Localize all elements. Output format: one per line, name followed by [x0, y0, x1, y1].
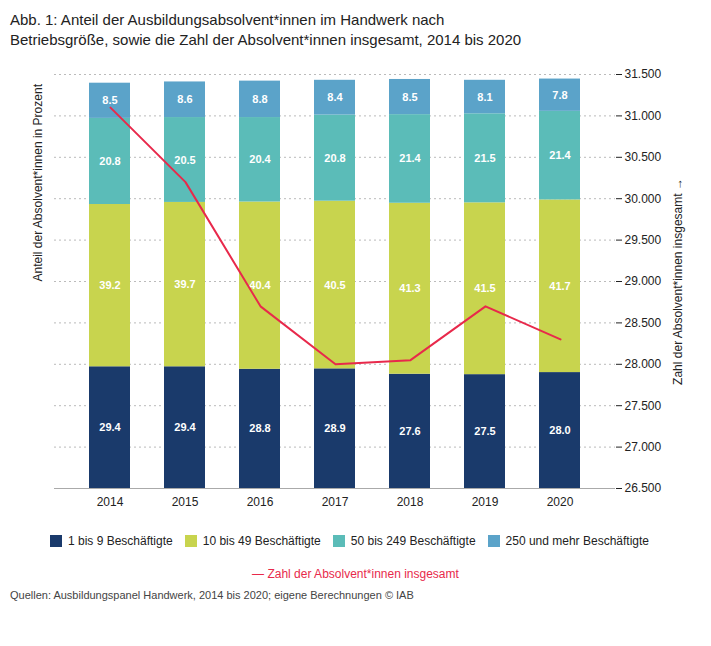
svg-text:39.2: 39.2: [99, 279, 120, 291]
svg-text:2015: 2015: [172, 495, 199, 509]
html-text:50 bis 249 Beschäftigte: 50 bis 249 Beschäftigte: [350, 533, 476, 548]
svg-text:2020: 2020: [547, 495, 574, 509]
svg-text:Zahl der Absolvent*innen insge: Zahl der Absolvent*innen insgesamt →: [671, 178, 685, 385]
svg-text:29.000: 29.000: [625, 274, 662, 288]
svg-text:26.500: 26.500: [625, 481, 662, 495]
svg-text:40.4: 40.4: [249, 279, 271, 291]
svg-text:29.4: 29.4: [99, 421, 121, 433]
svg-text:41.5: 41.5: [474, 282, 495, 294]
svg-text:27.500: 27.500: [625, 399, 662, 413]
svg-text:Anteil der Absolvent*innen in: Anteil der Absolvent*innen in Prozent: [31, 83, 45, 281]
svg-text:7.8: 7.8: [552, 89, 567, 101]
html-text:Betriebsgröße, sowie die Zahl: Betriebsgröße, sowie die Zahl der Absolv…: [10, 31, 522, 48]
svg-text:20.8: 20.8: [324, 152, 345, 164]
svg-text:27.6: 27.6: [399, 425, 420, 437]
svg-text:27.000: 27.000: [625, 440, 662, 454]
html-text:1 bis 9 Beschäftigte: 1 bis 9 Beschäftigte: [68, 533, 173, 548]
svg-text:28.9: 28.9: [324, 422, 345, 434]
svg-text:21.4: 21.4: [549, 149, 571, 161]
svg-text:28.000: 28.000: [625, 357, 662, 371]
svg-text:30.500: 30.500: [625, 150, 662, 164]
svg-text:28.0: 28.0: [549, 424, 570, 436]
svg-text:20.5: 20.5: [174, 154, 195, 166]
svg-text:27.5: 27.5: [474, 425, 495, 437]
html-text:Abb. 1: Anteil der Ausbildungs: Abb. 1: Anteil der Ausbildungsabsolvent*…: [10, 11, 445, 28]
svg-text:29.500: 29.500: [625, 233, 662, 247]
svg-text:8.4: 8.4: [327, 91, 343, 103]
svg-text:21.4: 21.4: [399, 152, 421, 164]
svg-text:20.4: 20.4: [249, 153, 271, 165]
svg-text:39.7: 39.7: [174, 278, 195, 290]
html-text:— Zahl der Absolvent*innen ins: — Zahl der Absolvent*innen insgesamt: [252, 567, 459, 581]
svg-text:29.4: 29.4: [174, 421, 196, 433]
svg-text:28.8: 28.8: [249, 422, 270, 434]
html-text:Quellen: Ausbildungspanel Hand: Quellen: Ausbildungspanel Handwerk, 2014…: [10, 589, 414, 601]
svg-text:40.5: 40.5: [324, 279, 345, 291]
svg-text:30.000: 30.000: [625, 192, 662, 206]
svg-text:2017: 2017: [322, 495, 349, 509]
svg-text:8.8: 8.8: [252, 93, 267, 105]
svg-text:8.5: 8.5: [402, 91, 417, 103]
svg-text:41.7: 41.7: [549, 280, 570, 292]
html-text:250 und mehr Beschäftigte: 250 und mehr Beschäftigte: [505, 533, 649, 548]
svg-text:8.1: 8.1: [477, 91, 492, 103]
svg-text:2014: 2014: [97, 495, 124, 509]
svg-text:28.500: 28.500: [625, 316, 662, 330]
svg-text:31.000: 31.000: [625, 109, 662, 123]
html-text:10 bis 49 Beschäftigte: 10 bis 49 Beschäftigte: [202, 533, 321, 548]
svg-text:8.6: 8.6: [177, 93, 192, 105]
svg-text:2019: 2019: [472, 495, 499, 509]
svg-text:31.500: 31.500: [625, 67, 662, 81]
svg-text:2018: 2018: [397, 495, 424, 509]
svg-text:8.5: 8.5: [102, 94, 117, 106]
svg-text:20.8: 20.8: [99, 155, 120, 167]
svg-text:21.5: 21.5: [474, 152, 495, 164]
svg-text:2016: 2016: [247, 495, 274, 509]
svg-text:41.3: 41.3: [399, 282, 420, 294]
